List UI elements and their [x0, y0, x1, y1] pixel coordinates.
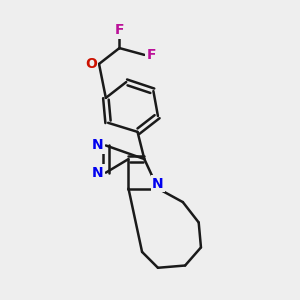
Text: F: F	[115, 23, 124, 37]
Text: N: N	[92, 166, 103, 180]
Text: N: N	[92, 139, 103, 152]
Text: N: N	[152, 177, 164, 191]
Text: O: O	[85, 57, 97, 71]
Text: F: F	[147, 48, 156, 62]
